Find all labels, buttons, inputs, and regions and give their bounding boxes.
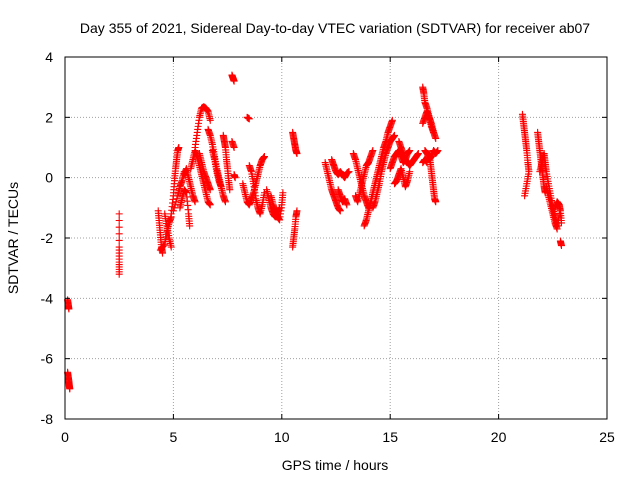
x-tick-label: 5 (170, 429, 178, 445)
data-point (414, 150, 422, 158)
data-point (345, 168, 353, 176)
data-point (388, 116, 396, 124)
y-tick-label: 0 (45, 170, 53, 186)
data-point (115, 270, 123, 278)
data-point (557, 242, 565, 250)
data-point (226, 186, 234, 194)
data-point (115, 230, 123, 238)
data-point (186, 222, 194, 230)
data-point (230, 144, 238, 151)
data-point (115, 217, 123, 225)
data-point (115, 210, 123, 218)
data-point (423, 159, 431, 167)
data-point (115, 223, 123, 231)
data-point (206, 116, 214, 124)
y-tick-label: -4 (41, 290, 54, 306)
data-point (293, 150, 301, 158)
data-point (434, 147, 442, 155)
data-point (430, 128, 438, 136)
data-point (206, 186, 214, 194)
data-point (169, 207, 177, 215)
data-points (64, 71, 565, 393)
data-point (521, 192, 529, 200)
x-tick-label: 15 (382, 429, 398, 445)
data-point (191, 198, 199, 206)
data-point (557, 219, 565, 227)
data-point (171, 201, 179, 209)
data-point (167, 243, 175, 251)
data-point (221, 198, 229, 206)
data-point (217, 183, 225, 191)
y-tick-label: -8 (41, 411, 54, 427)
data-point (336, 207, 344, 215)
x-tick-label: 25 (599, 429, 615, 445)
data-point (279, 189, 287, 197)
x-tick-label: 20 (491, 429, 507, 445)
data-point (406, 168, 414, 176)
x-tick-label: 0 (61, 429, 69, 445)
x-axis-label: GPS time / hours (282, 457, 389, 473)
data-point (65, 305, 73, 313)
data-point (391, 131, 399, 139)
chart-title: Day 355 of 2021, Sidereal Day-to-day VTE… (80, 20, 590, 36)
y-tick-label: -6 (41, 351, 54, 367)
data-point (260, 153, 268, 161)
x-tick-label: 10 (274, 429, 290, 445)
data-point (66, 385, 74, 393)
data-point (172, 198, 180, 206)
data-point (432, 134, 440, 142)
data-point (293, 207, 301, 215)
axis-ticks: 0 5 10 15 20 25 -8 -6 -4 -2 0 2 4 (41, 49, 615, 445)
data-point (206, 201, 214, 209)
y-tick-label: -2 (41, 230, 54, 246)
data-point (231, 174, 239, 182)
data-point (369, 147, 377, 155)
data-point (115, 236, 123, 244)
data-point (432, 198, 440, 206)
y-tick-label: 4 (45, 49, 53, 65)
data-point (245, 115, 253, 123)
data-point (343, 201, 351, 209)
y-axis-label: SDTVAR / TECUs (5, 182, 21, 294)
data-point (160, 241, 168, 249)
y-tick-label: 2 (45, 109, 53, 125)
data-point (230, 77, 238, 85)
data-point (406, 147, 414, 155)
grid-lines (65, 57, 607, 419)
data-point (175, 144, 183, 151)
